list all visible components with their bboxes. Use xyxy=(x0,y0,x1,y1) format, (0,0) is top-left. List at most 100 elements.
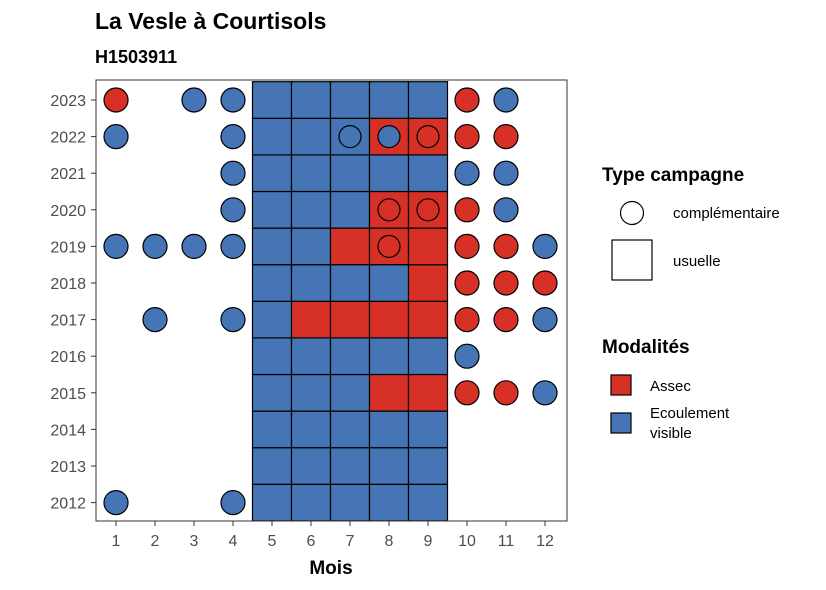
tile-2022-5 xyxy=(251,117,293,156)
point-2022-8 xyxy=(377,125,401,149)
y-axis: 2012 2013 2014 2015 2016 2017 2018 2019 2020 2021… xyxy=(50,93,96,513)
y-tick-label: 2012 xyxy=(50,496,86,513)
point-2017-4 xyxy=(220,307,246,333)
tile-2021-9 xyxy=(407,154,449,193)
x-axis-title: Mois xyxy=(309,558,352,579)
y-tick-label: 2018 xyxy=(50,276,86,293)
point-2019-8 xyxy=(377,234,401,258)
point-2019-2 xyxy=(142,233,168,259)
point-2018-10 xyxy=(454,270,480,296)
point-2022-11 xyxy=(493,124,519,150)
tile-2017-8 xyxy=(368,300,410,339)
y-tick-label: 2020 xyxy=(50,203,86,220)
x-tick-label: 9 xyxy=(424,533,433,550)
tile-2018-8 xyxy=(368,264,410,302)
x-tick-label: 5 xyxy=(268,533,277,550)
point-2020-10 xyxy=(454,197,480,223)
point-2018-12 xyxy=(532,270,558,296)
point-2019-10 xyxy=(454,233,480,259)
x-tick-label: 6 xyxy=(307,533,316,550)
tile-2023-8 xyxy=(368,81,410,119)
legend-usuelle-label: usuelle xyxy=(673,253,721,270)
point-2019-3 xyxy=(181,233,207,259)
tile-2012-6 xyxy=(290,483,332,522)
tile-2013-6 xyxy=(290,447,332,485)
tile-2016-7 xyxy=(329,337,371,376)
tile-2013-7 xyxy=(329,447,371,485)
tile-2019-6 xyxy=(290,227,332,266)
x-tick-label: 1 xyxy=(112,533,121,550)
tile-2013-5 xyxy=(251,447,293,485)
point-2022-7 xyxy=(338,125,362,149)
x-tick-label: 2 xyxy=(151,533,160,550)
point-2017-11 xyxy=(493,307,519,333)
x-tick-label: 11 xyxy=(498,533,515,550)
y-tick-label: 2013 xyxy=(50,459,86,476)
x-tick-label: 4 xyxy=(229,533,238,550)
chart-subtitle: H1503911 xyxy=(95,47,177,67)
tile-2019-9 xyxy=(407,227,449,266)
tile-2022-6 xyxy=(290,117,332,156)
tile-2021-5 xyxy=(251,154,293,193)
tile-2023-6 xyxy=(290,81,332,119)
plot-area xyxy=(103,81,558,522)
tile-2012-9 xyxy=(407,483,449,522)
y-tick-label: 2021 xyxy=(50,166,86,183)
y-tick-label: 2017 xyxy=(50,313,86,330)
tile-2023-5 xyxy=(251,81,293,119)
legend-ecoulement-label-line1: Ecoulement xyxy=(650,405,730,422)
point-2015-12 xyxy=(532,380,558,406)
y-tick-label: 2016 xyxy=(50,349,86,366)
legend-ecoulement-label-line2: visible xyxy=(650,425,692,442)
tile-2018-5 xyxy=(251,264,293,302)
tile-2015-8 xyxy=(368,373,410,412)
tile-2014-7 xyxy=(329,410,371,449)
point-2023-4 xyxy=(220,87,246,113)
tile-2015-5 xyxy=(251,373,293,412)
tile-2018-9 xyxy=(407,264,449,302)
point-2020-11 xyxy=(493,197,519,223)
point-2017-2 xyxy=(142,307,168,333)
tile-2013-8 xyxy=(368,447,410,485)
point-2023-1 xyxy=(103,87,129,113)
tile-2012-5 xyxy=(251,483,293,522)
point-2021-11 xyxy=(493,160,519,186)
tile-2021-6 xyxy=(290,154,332,193)
point-2019-1 xyxy=(103,233,129,259)
point-2020-9 xyxy=(416,198,440,222)
tile-2014-6 xyxy=(290,410,332,449)
legend-usuelle-symbol xyxy=(611,239,653,281)
tile-2020-6 xyxy=(290,190,332,229)
plot-border xyxy=(95,79,568,522)
point-2019-12 xyxy=(532,233,558,259)
legend-complementaire-symbol xyxy=(619,200,645,226)
tile-2017-5 xyxy=(251,300,293,339)
point-2023-10 xyxy=(454,87,480,113)
tile-2015-7 xyxy=(329,373,371,412)
tile-2013-9 xyxy=(407,447,449,485)
point-2017-12 xyxy=(532,307,558,333)
tile-2018-7 xyxy=(329,264,371,302)
point-2018-11 xyxy=(493,270,519,296)
tile-2020-7 xyxy=(329,190,371,229)
point-2021-10 xyxy=(454,160,480,186)
point-2019-11 xyxy=(493,233,519,259)
y-tick-label: 2019 xyxy=(50,239,86,256)
legend-complementaire-label: complémentaire xyxy=(673,205,780,222)
legend-type-campagne: Type campagne complémentaire usuelle xyxy=(602,165,780,281)
y-tick-label: 2023 xyxy=(50,93,86,110)
point-2012-1 xyxy=(103,490,129,516)
legend-modalites-title: Modalités xyxy=(602,337,690,358)
chart-title: La Vesle à Courtisols xyxy=(95,8,326,34)
legend-assec-swatch xyxy=(610,374,632,396)
tile-2016-8 xyxy=(368,337,410,376)
tile-2016-9 xyxy=(407,337,449,376)
tile-2019-7 xyxy=(329,227,371,266)
tile-2015-6 xyxy=(290,373,332,412)
tile-2016-5 xyxy=(251,337,293,376)
y-tick-label: 2022 xyxy=(50,130,86,147)
tile-2012-8 xyxy=(368,483,410,522)
tile-2018-6 xyxy=(290,264,332,302)
y-tick-label: 2015 xyxy=(50,386,86,403)
